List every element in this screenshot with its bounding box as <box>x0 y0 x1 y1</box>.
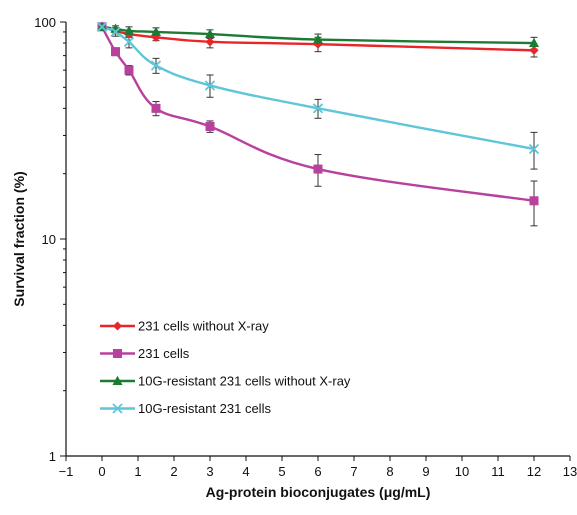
legend-label: 231 cells <box>138 346 190 361</box>
axes <box>65 22 570 457</box>
x-tick-label: 8 <box>386 464 393 479</box>
triangle-marker <box>151 26 161 36</box>
diamond-marker <box>529 45 539 55</box>
square-marker <box>205 121 215 131</box>
x-marker-stroke <box>150 60 162 71</box>
x-tick-label: 6 <box>314 464 321 479</box>
y-tick-label: 10 <box>42 232 56 247</box>
x-marker <box>150 60 162 71</box>
x-tick-label: −1 <box>59 464 74 479</box>
legend-item: 10G-resistant 231 cells without X-ray <box>100 374 351 389</box>
x-marker-stroke <box>112 403 123 414</box>
x-tick-label: 7 <box>350 464 357 479</box>
triangle-marker <box>124 25 134 35</box>
legend-item: 231 cells <box>100 346 190 361</box>
square-marker <box>529 196 539 206</box>
triangle-marker <box>529 37 539 48</box>
x-tick-label: 13 <box>563 464 577 479</box>
legend-label: 10G-resistant 231 cells <box>138 401 271 416</box>
square-marker <box>151 103 161 113</box>
x-tick-label: 5 <box>278 464 285 479</box>
data-series <box>96 21 540 227</box>
x-marker-stroke <box>528 143 540 155</box>
x-marker <box>312 103 324 114</box>
x-tick-label: 10 <box>455 464 469 479</box>
x-marker <box>110 26 121 38</box>
legend: 231 cells without X-ray 231 cells 10G-resi… <box>100 319 351 416</box>
triangle-marker <box>112 375 123 385</box>
triangle-marker <box>205 28 215 39</box>
x-tick-label: 11 <box>491 464 505 479</box>
square-marker <box>124 65 134 75</box>
x-tick-label: 1 <box>134 464 141 479</box>
x-tick-label: 2 <box>170 464 177 479</box>
x-tick-label: 4 <box>242 464 249 479</box>
x-tick-label: 12 <box>527 464 541 479</box>
triangle-marker <box>313 34 323 44</box>
x-tick-label: 9 <box>422 464 429 479</box>
series-markers <box>96 21 540 155</box>
x-marker <box>123 36 135 47</box>
y-tick-label: 1 <box>49 449 56 464</box>
x-marker <box>96 21 108 32</box>
legend-item: 10G-resistant 231 cells <box>100 401 271 416</box>
y-axis-title: Survival fraction (%) <box>11 171 27 306</box>
x-tick-label: 0 <box>98 464 105 479</box>
x-marker <box>112 403 123 414</box>
x-marker <box>528 143 540 155</box>
x-axis-title: Ag-protein bioconjugates (μg/mL) <box>206 484 431 500</box>
x-marker-stroke <box>110 26 121 38</box>
square-marker <box>113 349 122 358</box>
y-tick-label: 100 <box>34 15 56 30</box>
diamond-marker <box>113 321 122 331</box>
x-tick-label: 3 <box>206 464 213 479</box>
square-marker <box>111 47 120 57</box>
legend-label: 231 cells without X-ray <box>138 319 269 334</box>
error-bars <box>112 25 538 50</box>
x-marker-stroke <box>204 80 216 91</box>
legend-item: 231 cells without X-ray <box>100 319 269 334</box>
legend-label: 10G-resistant 231 cells without X-ray <box>138 374 351 389</box>
x-marker-stroke <box>123 36 135 47</box>
square-marker <box>313 164 323 174</box>
x-marker-stroke <box>312 103 324 114</box>
x-marker <box>204 80 216 91</box>
x-marker-stroke <box>96 21 108 32</box>
diamond-marker <box>205 37 215 47</box>
